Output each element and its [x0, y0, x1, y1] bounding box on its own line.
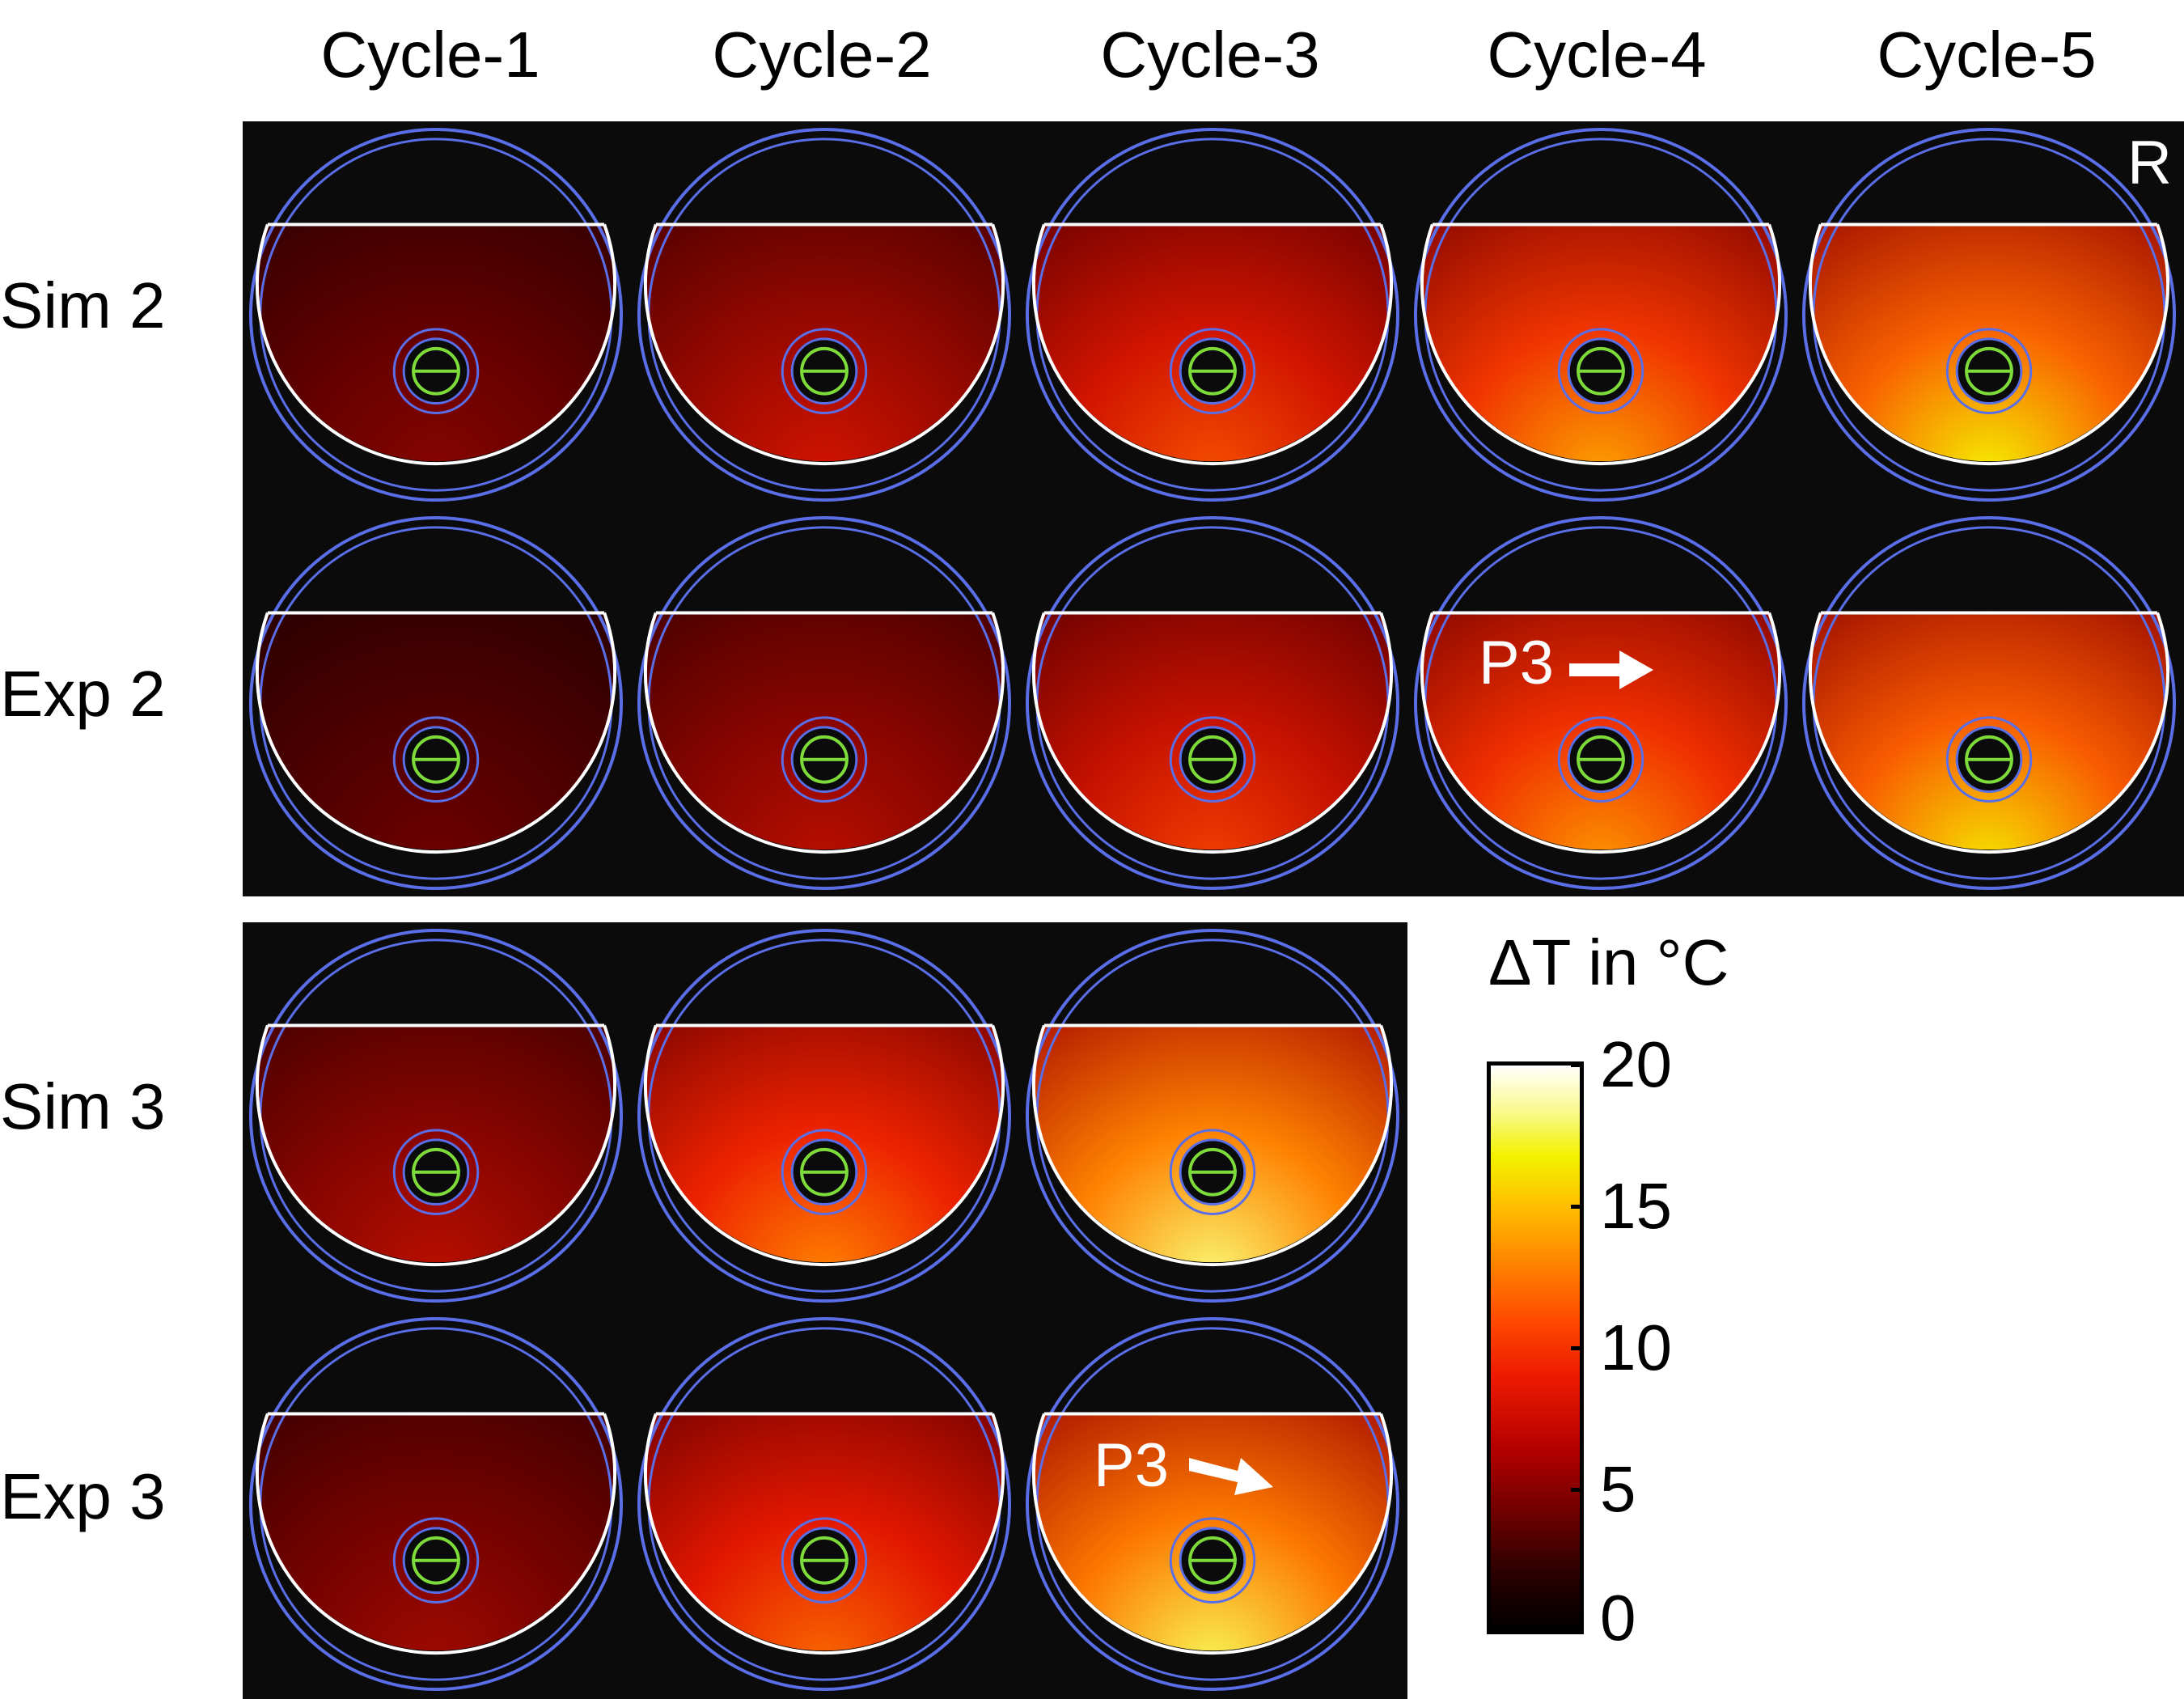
arrow-icon — [1189, 1458, 1273, 1495]
colorbar-tick — [1571, 1205, 1584, 1209]
tile-sim2-cycle2 — [631, 121, 1018, 508]
tile-exp3-cycle1 — [243, 1311, 629, 1697]
row-label-sim-2: Sim 2 — [0, 269, 166, 341]
column-label-cycle-5: Cycle-5 — [1877, 19, 2097, 91]
tile-exp2-cycle3 — [1019, 510, 1406, 896]
tile-exp2-cycle2 — [631, 510, 1018, 896]
annotation-p3-exp2: P3 — [1479, 629, 1554, 697]
tile-sim3-cycle1 — [243, 922, 629, 1309]
tile-sim3-cycle2 — [631, 922, 1018, 1309]
colorbar-tick — [1571, 1063, 1584, 1067]
upper-panel: R P3 — [243, 121, 2184, 896]
colorbar-tick — [1571, 1488, 1584, 1492]
tile-sim2-cycle5 — [1796, 121, 2182, 508]
tile-exp2-cycle1 — [243, 510, 629, 896]
row-label-exp-3: Exp 3 — [0, 1460, 166, 1532]
column-label-cycle-3: Cycle-3 — [1100, 19, 1320, 91]
colorbar-tick-label: 10 — [1600, 1311, 1672, 1383]
tile-exp2-cycle5 — [1796, 510, 2182, 896]
tile-exp3-cycle3 — [1019, 1311, 1406, 1697]
tile-sim2-cycle1 — [243, 121, 629, 508]
arrow-icon — [1569, 650, 1653, 689]
colorbar-tick-label: 15 — [1600, 1170, 1672, 1242]
column-label-cycle-4: Cycle-4 — [1487, 19, 1707, 91]
colorbar-tick-label: 0 — [1600, 1582, 1636, 1654]
row-label-exp-2: Exp 2 — [0, 658, 166, 730]
tile-exp2-cycle4 — [1407, 510, 1794, 896]
tile-sim2-cycle3 — [1019, 121, 1406, 508]
column-label-cycle-1: Cycle-1 — [320, 19, 540, 91]
tile-exp3-cycle2 — [631, 1311, 1018, 1697]
tile-sim2-cycle4 — [1407, 121, 1794, 508]
annotation-p3-exp3: P3 — [1094, 1431, 1169, 1500]
corner-label-r: R — [2127, 129, 2172, 197]
tile-sim3-cycle3 — [1019, 922, 1406, 1309]
lower-panel: P3 — [243, 922, 1407, 1699]
colorbar-tick-label: 5 — [1600, 1453, 1636, 1525]
colorbar-tick — [1571, 1629, 1584, 1633]
row-label-sim-3: Sim 3 — [0, 1070, 166, 1142]
colorbar-tick — [1571, 1346, 1584, 1350]
colorbar — [1487, 1061, 1584, 1634]
column-label-cycle-2: Cycle-2 — [712, 19, 932, 91]
colorbar-title: ΔT in °C — [1488, 926, 1729, 998]
colorbar-tick-label: 20 — [1600, 1028, 1672, 1100]
